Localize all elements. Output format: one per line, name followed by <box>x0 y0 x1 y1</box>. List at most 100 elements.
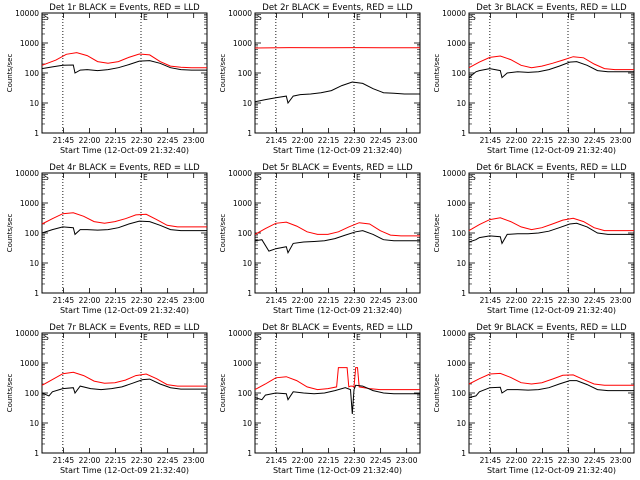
x-tick-label: 22:30 <box>558 456 580 465</box>
y-tick-label: 100 <box>25 229 40 238</box>
plot-frame <box>254 172 421 294</box>
y-tick-label: 10 <box>29 259 39 268</box>
y-tick-label: 10 <box>29 419 39 428</box>
x-tick-label: 23:00 <box>183 296 205 305</box>
x-tick-label: 22:30 <box>344 136 366 145</box>
chart-title: Det 6r BLACK = Events, RED = LLD <box>476 163 627 173</box>
x-axis-label: Start Time (12-Oct-09 21:32:40) <box>60 466 189 475</box>
x-tick-label: 22:30 <box>558 136 580 145</box>
y-tick-label: 10000 <box>442 169 466 178</box>
y-tick-label: 1000 <box>447 39 466 48</box>
x-tick-label: 22:15 <box>532 296 554 305</box>
end-mark-label: E <box>570 173 575 182</box>
x-tick-label: 22:15 <box>318 296 340 305</box>
x-tick-label: 21:45 <box>480 136 502 145</box>
end-mark-label: E <box>356 13 361 22</box>
y-tick-label: 1000 <box>233 359 252 368</box>
y-tick-label: 1 <box>247 449 252 458</box>
y-tick-label: 100 <box>25 69 40 78</box>
y-tick-label: 10 <box>242 419 252 428</box>
y-tick-label: 100 <box>238 69 253 78</box>
chart-title: Det 2r BLACK = Events, RED = LLD <box>262 3 413 13</box>
x-tick-label: 23:00 <box>396 296 418 305</box>
y-axis-label: Counts/sec <box>6 374 14 413</box>
lld-series-line <box>254 367 420 391</box>
chart-title: Det 3r BLACK = Events, RED = LLD <box>476 3 627 13</box>
y-axis-label: Counts/sec <box>433 214 441 253</box>
x-axis-label: Start Time (12-Oct-09 21:32:40) <box>487 146 616 155</box>
x-tick-label: 22:45 <box>584 456 606 465</box>
x-tick-label: 22:15 <box>532 456 554 465</box>
x-tick-label: 21:45 <box>53 136 75 145</box>
x-tick-label: 22:00 <box>506 456 528 465</box>
lld-series-line <box>254 221 420 237</box>
chart-title: Det 9r BLACK = Events, RED = LLD <box>476 323 627 333</box>
chart-panel-1: Det 1r BLACK = Events, RED = LLD 1 10 100 10… <box>6 3 208 155</box>
y-tick-label: 1 <box>34 129 39 138</box>
y-tick-label: 10 <box>29 99 39 108</box>
x-axis-label: Start Time (12-Oct-09 21:32:40) <box>273 146 402 155</box>
x-tick-label: 22:00 <box>292 456 314 465</box>
x-tick-label: 22:15 <box>105 296 127 305</box>
y-tick-label: 10 <box>242 99 252 108</box>
plot-frame <box>41 172 208 294</box>
y-tick-label: 10000 <box>15 329 39 338</box>
x-tick-label: 21:45 <box>53 456 75 465</box>
events-series-line <box>254 81 420 105</box>
x-tick-label: 22:00 <box>79 456 101 465</box>
x-tick-label: 22:15 <box>532 136 554 145</box>
start-mark-label: S <box>44 173 49 182</box>
x-tick-label: 23:00 <box>183 136 205 145</box>
y-tick-label: 1 <box>34 289 39 298</box>
plot-frame <box>41 332 208 454</box>
x-axis-label: Start Time (12-Oct-09 21:32:40) <box>487 306 616 315</box>
y-tick-label: 10000 <box>442 329 466 338</box>
x-tick-label: 22:45 <box>370 456 392 465</box>
events-series-line <box>254 384 420 415</box>
start-mark-label: S <box>44 333 49 342</box>
x-axis-label: Start Time (12-Oct-09 21:32:40) <box>60 146 189 155</box>
y-tick-label: 1000 <box>447 199 466 208</box>
x-axis-label: Start Time (12-Oct-09 21:32:40) <box>273 306 402 315</box>
end-mark-label: E <box>570 333 575 342</box>
x-tick-label: 22:45 <box>370 296 392 305</box>
x-tick-label: 22:45 <box>370 136 392 145</box>
chart-panel-5: Det 5r BLACK = Events, RED = LLD 1 10 100 10… <box>219 163 421 315</box>
y-tick-label: 1 <box>247 289 252 298</box>
chart-title: Det 4r BLACK = Events, RED = LLD <box>49 163 200 173</box>
x-tick-label: 23:00 <box>610 456 632 465</box>
chart-panel-2: Det 2r BLACK = Events, RED = LLD 1 10 100 10… <box>219 3 421 155</box>
x-tick-label: 22:15 <box>105 456 127 465</box>
events-series-line <box>468 61 634 79</box>
x-tick-label: 23:00 <box>610 136 632 145</box>
y-axis-label: Counts/sec <box>433 374 441 413</box>
y-tick-label: 1 <box>461 129 466 138</box>
end-mark-label: E <box>356 333 361 342</box>
y-tick-label: 1000 <box>447 359 466 368</box>
y-tick-label: 1 <box>461 449 466 458</box>
start-mark-label: S <box>471 333 476 342</box>
chart-title: Det 1r BLACK = Events, RED = LLD <box>49 3 200 13</box>
start-mark-label: S <box>44 13 49 22</box>
y-tick-label: 1000 <box>20 39 39 48</box>
lld-series-line <box>468 55 634 71</box>
x-tick-label: 22:45 <box>584 296 606 305</box>
start-mark-label: S <box>257 13 262 22</box>
end-mark-label: E <box>570 13 575 22</box>
y-tick-label: 10 <box>456 99 466 108</box>
start-mark-label: S <box>257 173 262 182</box>
x-tick-label: 22:30 <box>558 296 580 305</box>
y-tick-label: 10000 <box>228 9 252 18</box>
x-tick-label: 22:15 <box>318 456 340 465</box>
plot-frame <box>468 332 635 454</box>
x-tick-label: 21:45 <box>266 136 288 145</box>
chart-panel-8: Det 8r BLACK = Events, RED = LLD 1 10 100 10… <box>219 323 421 475</box>
x-tick-label: 23:00 <box>610 296 632 305</box>
chart-panel-3: Det 3r BLACK = Events, RED = LLD 1 10 100 10… <box>433 3 635 155</box>
y-tick-label: 100 <box>452 69 467 78</box>
x-tick-label: 23:00 <box>396 136 418 145</box>
events-series-line <box>41 378 207 397</box>
x-tick-label: 22:00 <box>506 296 528 305</box>
events-series-line <box>41 60 207 74</box>
y-tick-label: 100 <box>452 389 467 398</box>
